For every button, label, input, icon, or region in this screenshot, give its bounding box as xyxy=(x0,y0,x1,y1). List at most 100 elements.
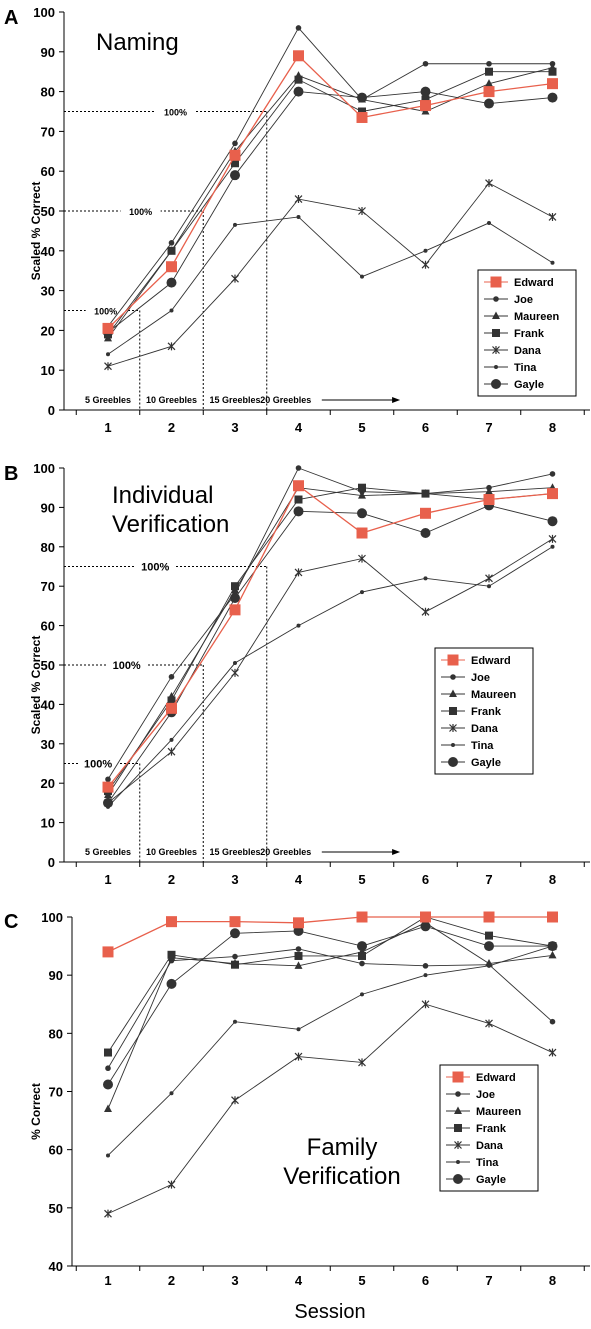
data-point-gayle xyxy=(420,86,431,97)
data-point-dana xyxy=(231,668,239,677)
data-point-gayle xyxy=(293,925,304,936)
data-point-frank xyxy=(231,582,239,591)
reference-label: 100% xyxy=(141,562,169,574)
series-line-maureen xyxy=(107,67,553,339)
y-axis-label: Scaled % Correct xyxy=(29,636,43,735)
data-point-joe xyxy=(295,465,302,471)
legend-label: Edward xyxy=(471,655,511,667)
series-dana xyxy=(104,1000,557,1218)
series-line-tina xyxy=(107,216,553,355)
data-point-dana xyxy=(231,1096,239,1105)
data-point-maureen xyxy=(485,487,493,495)
data-point-dana xyxy=(548,534,557,543)
legend-marker-gayle xyxy=(453,1174,463,1184)
data-point-dana xyxy=(358,1058,366,1067)
data-point-gayle xyxy=(357,941,367,952)
panel-title-line: Verification xyxy=(112,511,229,538)
data-point-tina xyxy=(423,576,428,581)
legend-label: Maureen xyxy=(471,689,517,701)
phase-arrow-head xyxy=(392,397,401,403)
data-point-edward xyxy=(356,111,368,123)
reference-label-bg xyxy=(155,104,196,118)
reference-label: 100% xyxy=(113,660,141,672)
data-point-joe xyxy=(359,960,365,967)
data-point-gayle xyxy=(293,86,304,97)
y-tick-label: 100 xyxy=(41,910,63,925)
data-point-joe xyxy=(232,953,238,960)
y-tick-label: 80 xyxy=(41,540,55,555)
legend-marker-edward xyxy=(452,1071,464,1083)
panel-label: B xyxy=(4,463,18,485)
series-line-frank xyxy=(107,71,553,335)
data-point-maureen xyxy=(485,959,493,967)
series-line-joe xyxy=(107,467,553,780)
legend-marker-dana xyxy=(492,346,500,354)
data-point-edward xyxy=(547,78,558,90)
data-point-joe xyxy=(422,963,429,969)
series-line-dana xyxy=(107,1003,553,1215)
legend-label: Dana xyxy=(514,345,542,357)
legend-label: Tina xyxy=(476,1157,499,1169)
y-tick-label: 70 xyxy=(49,1085,63,1100)
data-point-tina xyxy=(487,220,491,225)
data-point-joe xyxy=(486,60,492,67)
data-point-dana xyxy=(358,207,366,215)
data-point-dana xyxy=(485,179,493,188)
data-point-joe xyxy=(295,946,302,952)
data-point-dana xyxy=(421,607,430,616)
x-tick-label: 6 xyxy=(422,1273,429,1288)
data-point-edward xyxy=(102,946,114,958)
data-point-gayle xyxy=(230,928,240,939)
y-tick-label: 0 xyxy=(48,403,55,418)
data-point-joe xyxy=(549,471,556,477)
data-point-tina xyxy=(487,963,491,968)
x-tick-label: 7 xyxy=(485,420,492,435)
data-point-tina xyxy=(360,590,364,595)
legend-label: Frank xyxy=(514,328,545,340)
y-tick-label: 30 xyxy=(41,737,55,752)
x-tick-label: 3 xyxy=(231,1273,238,1288)
y-tick-label: 80 xyxy=(41,85,55,100)
legend-label: Maureen xyxy=(476,1106,522,1118)
phase-label: 20 Greebles xyxy=(260,847,311,857)
data-point-frank xyxy=(167,950,176,959)
legend-label: Edward xyxy=(476,1072,516,1084)
series-line-gayle xyxy=(107,91,553,333)
y-tick-label: 90 xyxy=(49,968,63,983)
data-point-joe xyxy=(549,1018,556,1025)
data-point-tina xyxy=(487,584,491,589)
legend-marker-dana xyxy=(454,1141,462,1149)
y-tick-label: 50 xyxy=(41,658,55,673)
series-maureen xyxy=(104,918,557,1112)
legend-marker-tina xyxy=(494,365,498,369)
data-point-edward xyxy=(547,488,558,500)
data-point-frank xyxy=(167,246,176,255)
legend-marker-frank xyxy=(492,329,500,337)
y-tick-label: 60 xyxy=(49,1143,63,1158)
data-point-gayle xyxy=(230,593,240,604)
data-point-edward xyxy=(293,480,304,492)
panel-title: Naming xyxy=(96,29,179,56)
y-tick-label: 40 xyxy=(41,244,55,259)
reference-label: 100% xyxy=(164,108,187,118)
data-point-joe xyxy=(168,240,175,246)
series-tina xyxy=(106,214,555,357)
data-point-tina xyxy=(296,623,301,628)
legend: Edward Joe Maureen Frank Dana Tina Gayle xyxy=(434,647,534,775)
series-line-tina xyxy=(107,546,553,808)
data-point-edward xyxy=(420,911,431,923)
data-point-gayle xyxy=(166,277,177,288)
y-tick-label: 10 xyxy=(41,363,55,378)
data-point-dana xyxy=(548,212,557,221)
data-point-frank xyxy=(421,95,430,104)
legend-marker-gayle xyxy=(448,757,458,767)
panel-title-line: Individual xyxy=(112,482,213,509)
data-point-edward xyxy=(166,916,177,928)
y-tick-label: 100 xyxy=(33,5,55,20)
legend-marker-joe xyxy=(455,1091,461,1097)
data-point-edward xyxy=(356,911,368,923)
data-point-joe xyxy=(105,776,111,783)
reference-label-bg xyxy=(135,559,176,573)
data-point-frank xyxy=(358,483,366,492)
